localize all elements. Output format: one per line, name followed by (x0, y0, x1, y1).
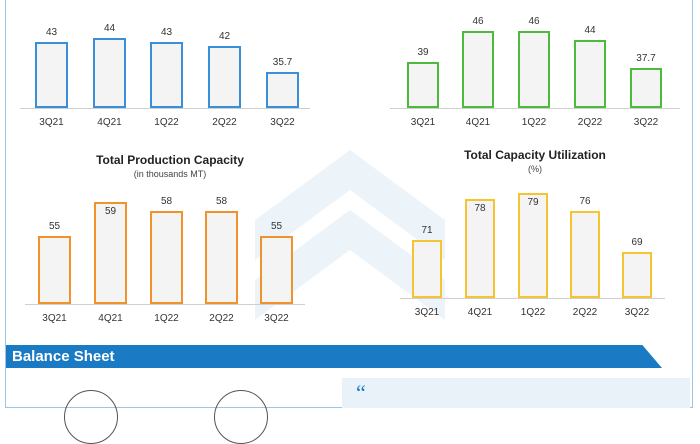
metric-circle (64, 390, 118, 444)
bar (35, 41, 68, 108)
x-tick-label: 1Q22 (154, 313, 179, 324)
chart-title: Total Capacity Utilization (464, 148, 606, 162)
chart-capacity-utilization: Total Capacity Utilization (%) 71 3Q21 78 4… (400, 148, 665, 318)
chart-title: Total Production Capacity (96, 153, 244, 167)
x-tick-label: 3Q21 (414, 307, 440, 318)
section-banner: Balance Sheet (6, 345, 662, 368)
bar (462, 30, 494, 108)
x-tick-label: 1Q22 (154, 117, 179, 128)
data-label: 58 (215, 195, 228, 207)
bar (93, 37, 126, 108)
data-label: 35.7 (272, 56, 293, 68)
bar (465, 198, 495, 298)
data-label: 69 (631, 236, 643, 248)
data-label: 44 (103, 22, 116, 34)
bar (266, 71, 299, 108)
x-tick-label: 4Q21 (467, 307, 493, 318)
chart-production-capacity: Total Production Capacity (in thousands … (25, 153, 305, 324)
bar (622, 251, 652, 298)
data-label: 78 (474, 202, 486, 214)
data-label: 46 (472, 15, 484, 27)
bar (94, 202, 127, 304)
x-tick-label: 2Q22 (209, 313, 234, 324)
x-tick-label: 3Q22 (633, 117, 659, 128)
x-tick-label: 3Q21 (42, 313, 67, 324)
x-tick-label: 3Q22 (624, 307, 650, 318)
x-tick-label: 1Q22 (520, 307, 546, 318)
data-label: 43 (160, 26, 173, 38)
data-label: 76 (579, 195, 591, 207)
data-label: 59 (104, 206, 117, 217)
bar (150, 210, 183, 304)
data-label: 46 (528, 15, 540, 27)
x-axis-line (400, 298, 665, 299)
data-label: 39 (417, 47, 429, 59)
x-tick-label: 3Q21 (410, 117, 436, 128)
data-label: 55 (48, 221, 61, 232)
section-title: Balance Sheet (12, 348, 115, 365)
data-label: 55 (270, 221, 283, 232)
quote-box: “ (342, 378, 690, 408)
x-tick-label: 4Q21 (465, 117, 491, 128)
bar (407, 62, 439, 108)
chart-subtitle: (%) (528, 164, 542, 174)
x-tick-label: 4Q21 (98, 313, 123, 324)
bar (570, 210, 600, 298)
bar (412, 240, 442, 298)
quote-mark-icon: “ (356, 380, 366, 405)
data-label: 37.7 (636, 52, 656, 64)
bar (260, 236, 293, 304)
x-tick-label: 3Q22 (264, 313, 289, 324)
bar (630, 67, 662, 108)
x-axis-line (20, 108, 310, 109)
bar (518, 192, 548, 298)
bar (205, 210, 238, 304)
data-label: 43 (45, 26, 58, 38)
data-label: 44 (584, 24, 596, 36)
x-tick-label: 2Q22 (212, 117, 237, 128)
x-tick-label: 2Q22 (572, 307, 598, 318)
watermark-chevron-icon (255, 150, 445, 320)
data-label: 42 (218, 31, 231, 43)
x-axis-line (390, 108, 680, 109)
x-tick-label: 3Q22 (270, 117, 295, 128)
chart-1: 43 3Q21 44 4Q21 43 1Q22 42 2Q22 35.7 3Q22 (20, 22, 310, 128)
bar (38, 236, 71, 304)
x-axis-line (25, 304, 305, 305)
data-label: 58 (160, 195, 173, 207)
metric-circle (214, 390, 268, 444)
x-tick-label: 4Q21 (97, 117, 122, 128)
x-tick-label: 3Q21 (39, 117, 64, 128)
data-label: 79 (527, 196, 539, 208)
x-tick-label: 1Q22 (521, 117, 547, 128)
bar (574, 39, 606, 108)
chart-2: 39 3Q21 46 4Q21 46 1Q22 44 2Q22 37.7 3Q22 (390, 15, 680, 128)
bar (208, 46, 241, 108)
chart-subtitle: (in thousands MT) (133, 169, 207, 179)
x-tick-label: 2Q22 (577, 117, 603, 128)
bar (518, 30, 550, 108)
data-label: 71 (421, 225, 433, 237)
bar (150, 41, 183, 108)
